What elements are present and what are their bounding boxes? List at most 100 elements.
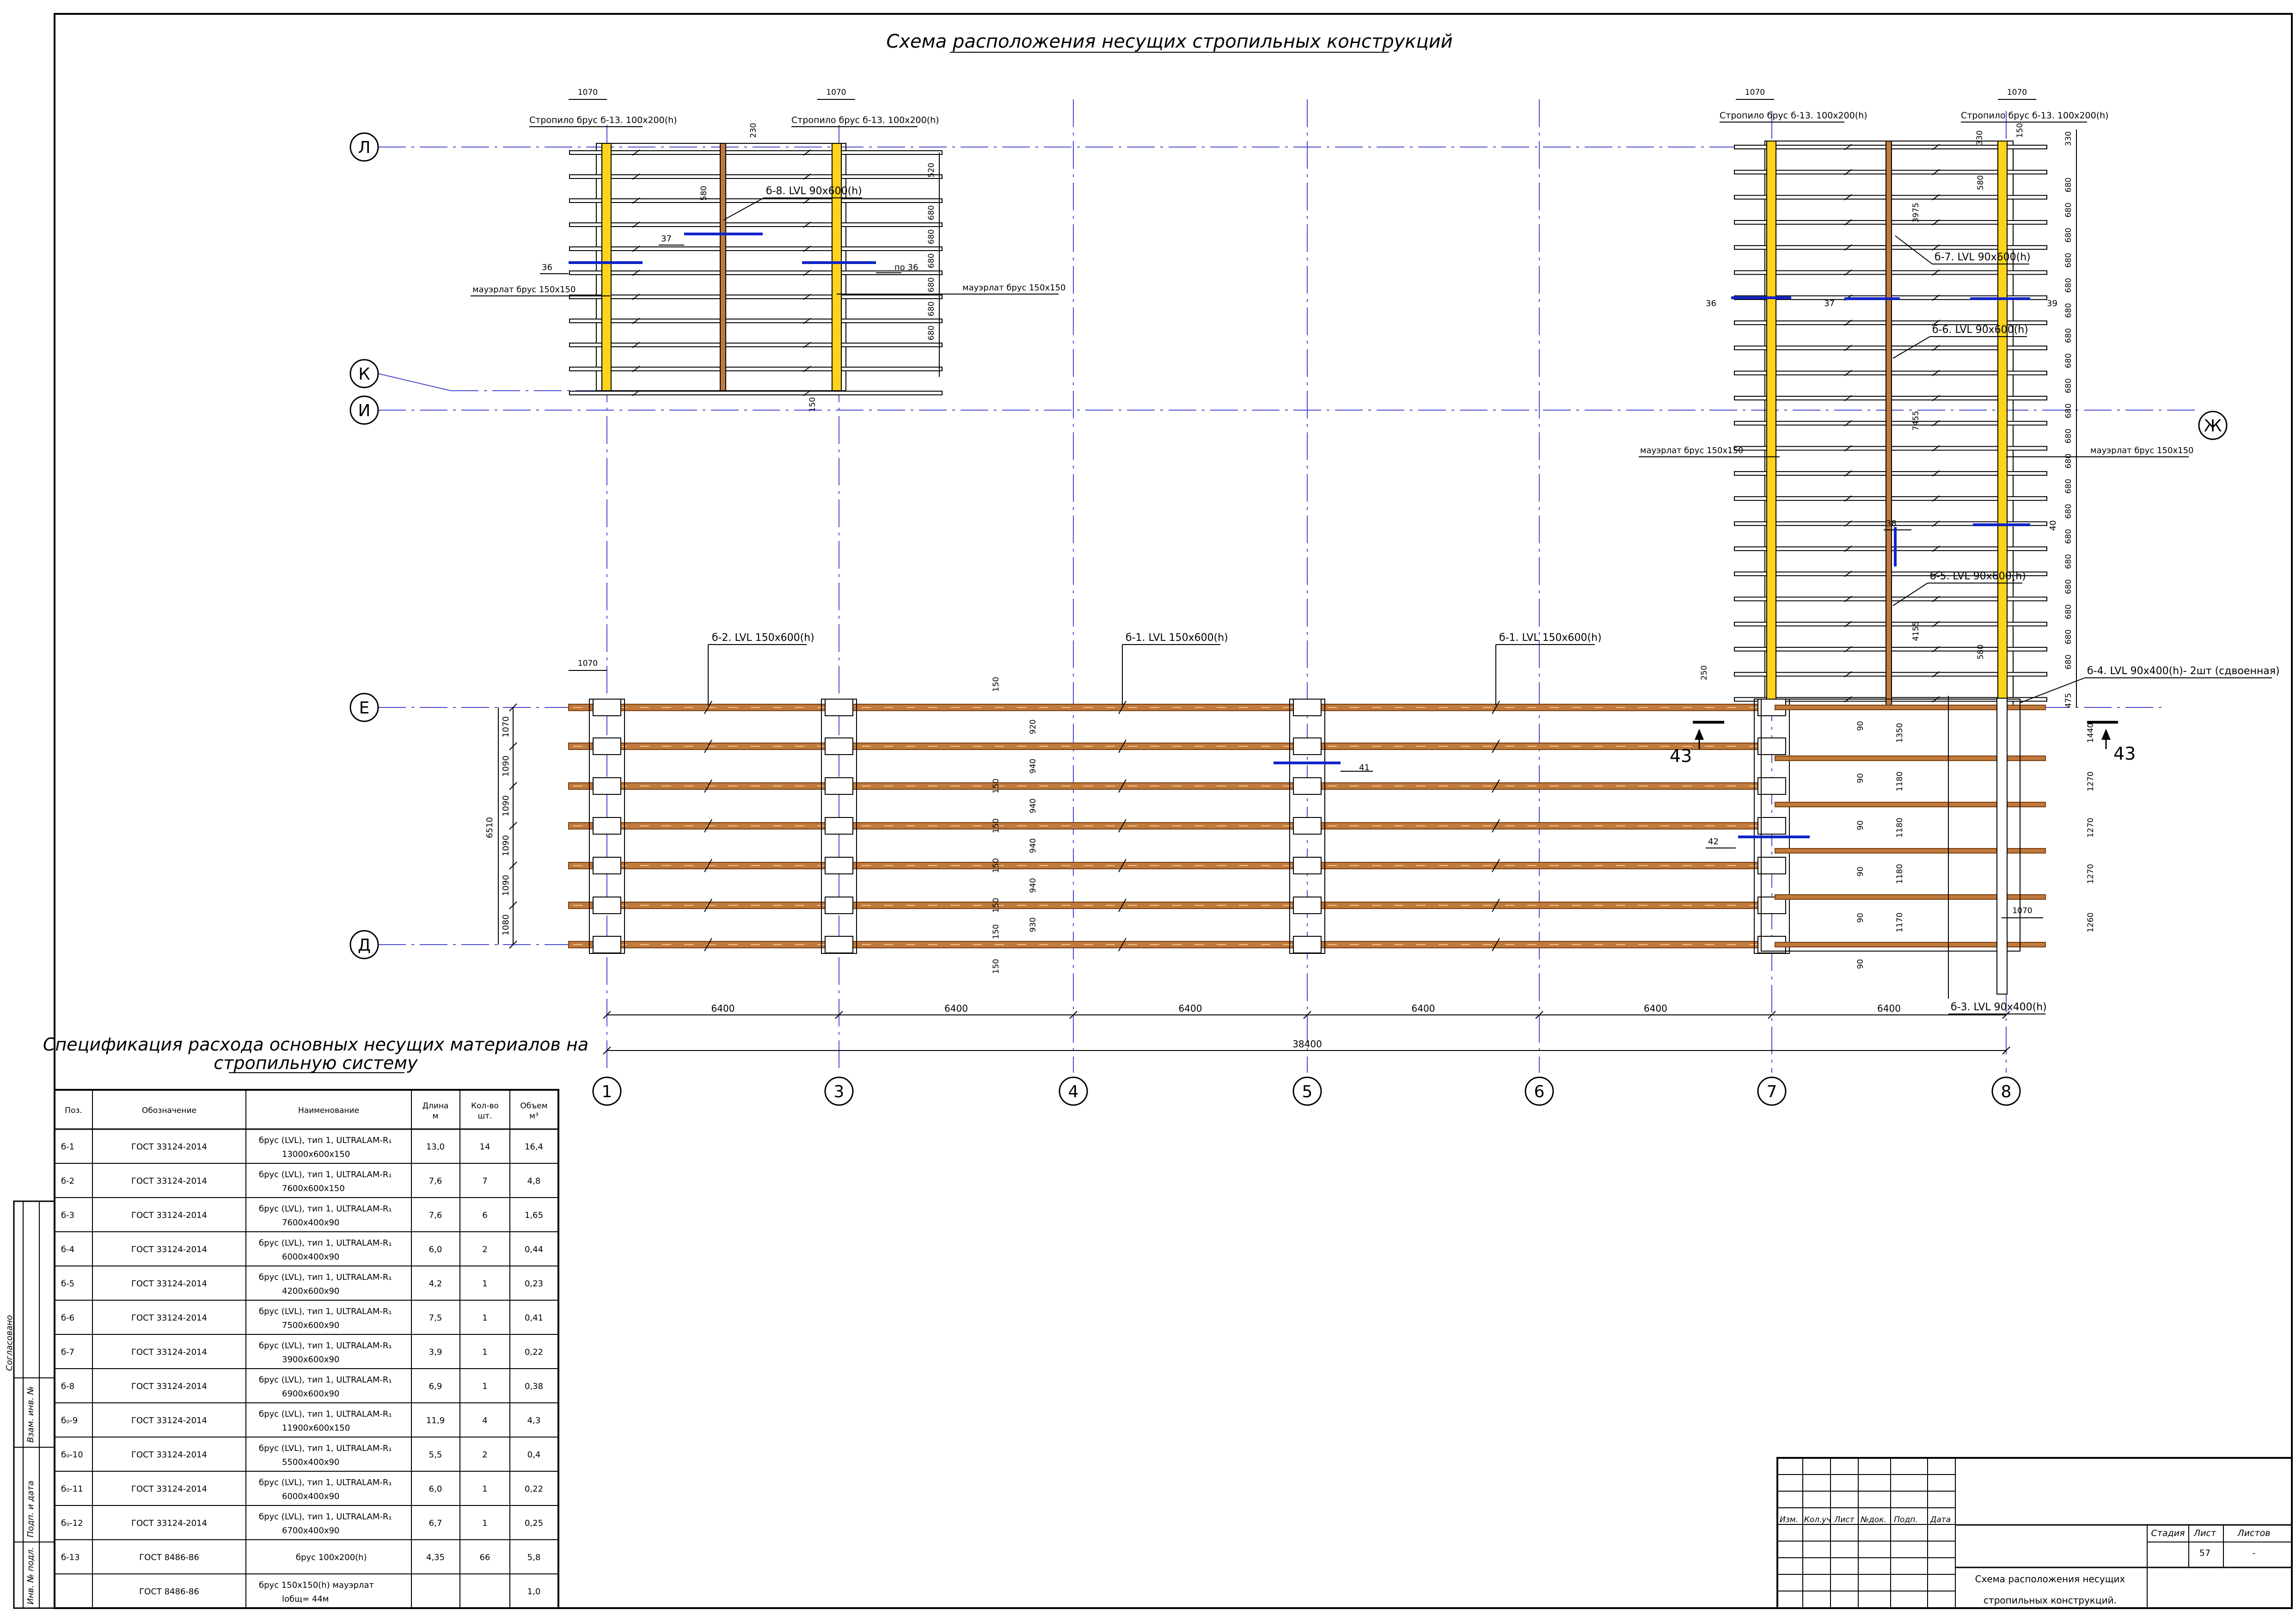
- spec-pos: б-4: [61, 1245, 74, 1254]
- dim-lr-a-2: 1180: [1895, 817, 1904, 837]
- axis-bubble-zh: Ж: [2204, 417, 2222, 436]
- support-pad: [825, 737, 853, 755]
- cut-43-left-arrow: [1695, 729, 1704, 740]
- main-beam-tick: [1118, 859, 1127, 872]
- dim-tick: [2002, 1011, 2010, 1019]
- dim-top-1070-text: 1070: [2007, 88, 2027, 97]
- main-beam-tick: [1118, 779, 1127, 793]
- annotations: Стропило брус б-13. 100х200(h) Стропило …: [471, 111, 2280, 1014]
- spec-vol: 0,41: [525, 1313, 543, 1323]
- drawing-title: Схема расположения несущих стропильных к…: [886, 31, 1452, 52]
- spec-name-2: 13000х600х150: [282, 1149, 350, 1159]
- axis-bubble-4: 4: [1068, 1082, 1079, 1101]
- spec-vol: 0,44: [525, 1245, 543, 1254]
- label-b1b: б-1. LVL 150х600(h): [1499, 632, 1602, 644]
- title-block-frame: [1776, 1457, 2293, 1609]
- main-beam-tick: [1492, 779, 1500, 793]
- main-beam-b1-b2: [568, 743, 1773, 750]
- support-pad: [1757, 817, 1786, 835]
- beam-b5-b7: [1886, 141, 1892, 708]
- stamp-kol: Кол.уч: [1804, 1515, 1831, 1524]
- rafter-ur-tick: [1932, 169, 1940, 176]
- dim-ur-150: 150: [2015, 123, 2025, 138]
- spec-name-1: брус (LVL), тип 1, ULTRALAM-R₁: [259, 1272, 392, 1282]
- spec-pos: б-1: [61, 1142, 74, 1152]
- mark-41: 41: [1359, 763, 1370, 773]
- axis-bubble-3: 3: [834, 1082, 845, 1101]
- support-pad: [593, 936, 621, 953]
- support-pad: [825, 857, 853, 874]
- dim-span-5: 6400: [1877, 1003, 1901, 1014]
- rafter-ur-tick: [1932, 244, 1940, 251]
- side-label-4: Инв. № подл.: [26, 1547, 36, 1604]
- dim-lr-90-3: 90: [1856, 866, 1865, 877]
- rafter-ur-tick: [1932, 646, 1940, 652]
- spec-h-des: Обозначение: [142, 1106, 196, 1115]
- rafter-ur-tick: [1844, 671, 1852, 678]
- dim-left-tick: [509, 703, 517, 712]
- axis-bubble-i-circle: [349, 395, 379, 425]
- spec-name-1: брус (LVL), тип 1, ULTRALAM-R₁: [259, 1341, 392, 1351]
- dim-lr-b-2: 1270: [2086, 817, 2095, 837]
- dim-span-0: 6400: [711, 1003, 735, 1014]
- spec-qty: 1: [482, 1347, 487, 1357]
- rafter-ul-tick: [632, 246, 640, 252]
- dim-span-4: 6400: [1644, 1003, 1667, 1014]
- axis-bubble-8-circle: [1991, 1076, 2021, 1106]
- rafter-ur-tick: [1932, 571, 1940, 577]
- spec-pos: б₀-11: [61, 1484, 83, 1494]
- spec-des: ГОСТ 8486-86: [139, 1587, 199, 1597]
- main-beam-tick: [1492, 819, 1500, 833]
- spec-vol: 1,65: [525, 1210, 543, 1220]
- dim-ur-680: 680: [2064, 353, 2073, 368]
- rafter-ur-tick: [1932, 445, 1940, 452]
- dim-lr-90-0: 90: [1856, 721, 1865, 731]
- dim-lr-a-1: 1180: [1895, 771, 1904, 791]
- rafter-ur-tick: [1844, 219, 1852, 226]
- dim-lr-b-3: 1270: [2086, 864, 2095, 884]
- spec-vol: 0,25: [525, 1518, 543, 1528]
- rafter-ul-tick: [803, 246, 811, 252]
- spec-pos: б₀-12: [61, 1518, 83, 1528]
- spec-len: 6,0: [429, 1245, 442, 1254]
- beam-b3-b4: [1775, 756, 2046, 761]
- rafter-ur-tick: [1844, 470, 1852, 477]
- dim-ur-680: 680: [2064, 203, 2073, 217]
- spec-h-pos: Поз.: [65, 1106, 82, 1115]
- rafter-ur-tick: [1932, 470, 1940, 477]
- dim-main-150-1: 150: [992, 779, 1001, 793]
- axis-bubble-3-circle: [824, 1076, 854, 1106]
- spec-len: 6,0: [429, 1484, 442, 1494]
- axis-bubbles: 1 3 4 5 6 7 8 Л КИ Е Д Ж: [349, 132, 2228, 1106]
- dim-left-tick: [509, 782, 517, 790]
- stamp-list2: Лист: [2193, 1528, 2216, 1538]
- dim-lr-a-4: 1170: [1895, 912, 1904, 932]
- rafter-ul: [569, 295, 943, 299]
- spec-name-2: 4200х600х90: [282, 1286, 339, 1296]
- rafter-ur-tick: [1932, 194, 1940, 201]
- dim-top-1070-text: 1070: [1745, 88, 1765, 97]
- axis-line-k-slant: [378, 373, 451, 391]
- spec-len: 7,6: [429, 1210, 442, 1220]
- sheet-frame: [54, 13, 2293, 1609]
- axis-bubble-1: 1: [602, 1082, 612, 1101]
- rafter-ul-tick: [632, 390, 640, 396]
- stamp-list: Лист: [1834, 1515, 1855, 1524]
- mark-37-left: 37: [661, 234, 672, 244]
- dim-ur-680: 680: [2064, 579, 2073, 594]
- support-pad: [593, 817, 621, 835]
- main-beam-b1-b2: [568, 902, 1773, 909]
- main-beam-tick: [1118, 819, 1127, 833]
- spec-h-qty1: Кол-во: [471, 1101, 499, 1111]
- dim-main-mid-0: 920: [1029, 719, 1038, 734]
- label-mauerlat-4: мауэрлат брус 150х150: [2090, 446, 2193, 455]
- support-pad: [825, 699, 853, 716]
- beam-b3-b4: [1775, 942, 2046, 947]
- cut-43-right: 43: [2113, 743, 2136, 764]
- structure: [568, 141, 2047, 999]
- rafter-ul-tick: [632, 318, 640, 324]
- side-label-3: Подп. и дата: [26, 1481, 36, 1537]
- dim-tick: [1535, 1011, 1543, 1019]
- rafter-ur-tick: [1844, 169, 1852, 176]
- dim-ur-680: 680: [2064, 504, 2073, 519]
